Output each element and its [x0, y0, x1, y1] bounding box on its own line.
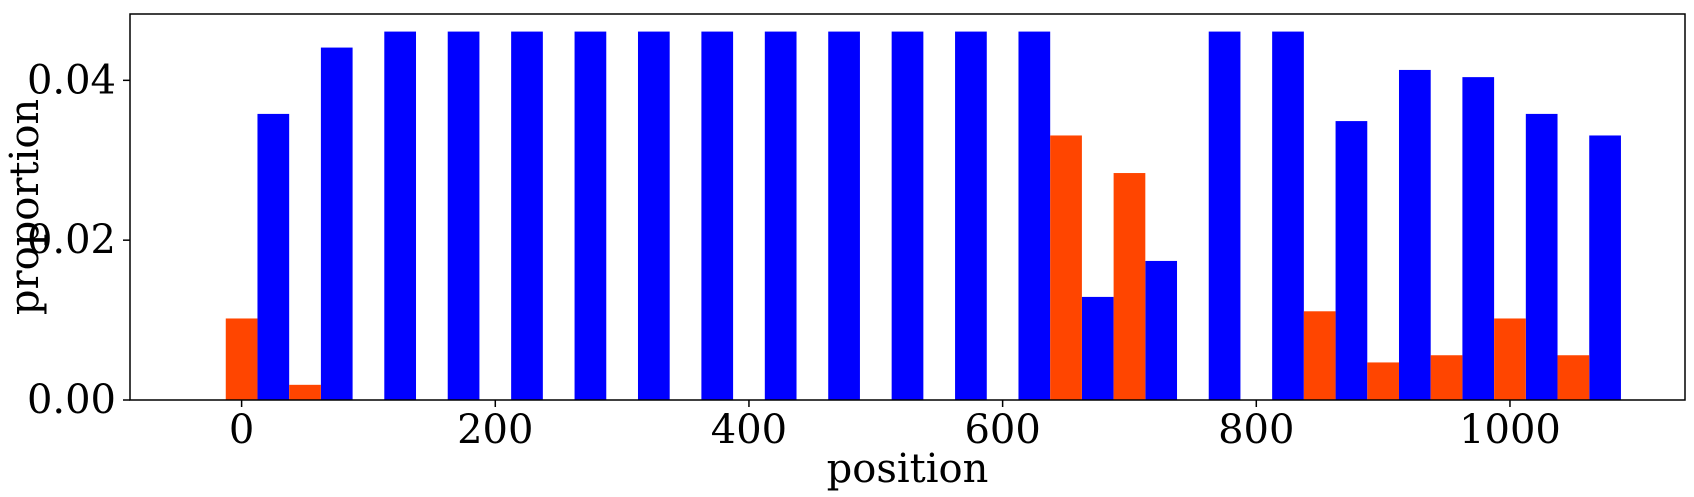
bar-series1-x75: [320, 47, 353, 400]
bar-series1-x625: [1018, 31, 1051, 401]
bar-series1-x475: [828, 31, 860, 401]
x-tick-label: 200: [457, 407, 533, 453]
bar-series1-x825: [1272, 31, 1304, 401]
bar-series2-x700: [1113, 173, 1146, 400]
bar-series2-x650: [1050, 135, 1082, 400]
x-tick-label: 1000: [1459, 407, 1561, 453]
bar-series1-x675: [1081, 296, 1114, 400]
bar-series1-x725: [1145, 260, 1178, 400]
bar-series2-x50: [289, 384, 321, 400]
bar-series1-x1075: [1589, 135, 1621, 400]
bar-series2-x950: [1430, 355, 1463, 400]
bar-series2-x1050: [1557, 355, 1590, 400]
bar-series1-x275: [574, 31, 607, 401]
bar-series1-x125: [384, 31, 417, 401]
x-axis-label: position: [827, 446, 989, 492]
bar-series2-x0: [225, 318, 258, 400]
bar-series1-x225: [511, 31, 543, 401]
y-axis-ticks: 0.00 0.02 0.04: [27, 57, 130, 423]
bar-series1-x425: [764, 31, 797, 401]
x-tick-label: 800: [1218, 407, 1294, 453]
bar-series2-x900: [1367, 362, 1399, 400]
bar-series1-x975: [1462, 77, 1495, 400]
bar-series2-x850: [1303, 311, 1336, 400]
bar-series1-x325: [637, 31, 670, 401]
bar-series1-x575: [955, 31, 987, 401]
bar-series1-x1025: [1525, 113, 1558, 401]
bar-series2-x1000: [1494, 318, 1526, 400]
y-tick-label: 0.00: [27, 377, 116, 423]
x-tick-label: 600: [964, 407, 1040, 453]
x-axis-ticks: 0 200 400 600 800 1000: [229, 400, 1561, 453]
bars-group: [225, 31, 1621, 401]
y-tick-label: 0.04: [27, 57, 116, 103]
bar-series1-x175: [447, 31, 480, 401]
bar-series1-x525: [891, 31, 924, 401]
y-tick-label: 0.02: [27, 217, 116, 263]
bar-series1-x375: [701, 31, 734, 401]
bar-series1-x25: [257, 113, 290, 401]
x-tick-label: 0: [229, 407, 254, 453]
plot-area-frame: [129, 13, 1686, 401]
x-tick-label: 400: [711, 407, 787, 453]
bar-series1-x875: [1335, 121, 1368, 400]
y-axis-label: proportion: [2, 99, 48, 315]
bar-series1-x775: [1208, 31, 1241, 401]
bar-series1-x925: [1398, 69, 1431, 400]
